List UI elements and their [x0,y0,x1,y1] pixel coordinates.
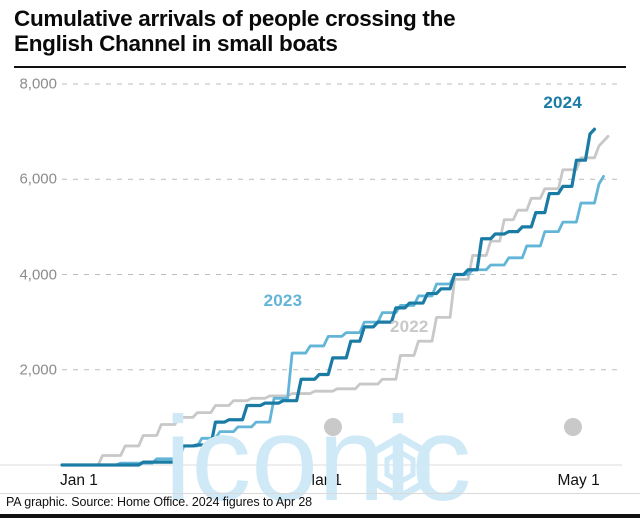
series-line-2023 [60,174,605,467]
series-label-2022: 2022 [389,316,429,336]
bottom-bar [0,514,640,518]
series-label-2024: 2024 [543,93,582,113]
y-tick-label: 8,000 [19,75,57,93]
series-line-2022 [60,134,610,467]
series-label-2023: 2023 [263,290,303,310]
x-tick-label: May 1 [557,472,600,489]
x-tick-label: Jan 1 [60,472,98,489]
plot-area [0,83,622,467]
x-tick-label: Mar 1 [302,472,342,489]
series-line-2024 [60,127,597,467]
y-tick-label: 2,000 [19,361,57,379]
y-axis-labels: 2,000 4,000 6,000 8,000 [0,0,57,500]
page-title: Cumulative arrivals of people crossing t… [14,6,456,56]
y-tick-label: 6,000 [19,170,57,188]
y-tick-label: 4,000 [19,266,57,283]
chart-canvas [0,83,622,467]
title-divider [14,66,626,68]
title-block: Cumulative arrivals of people crossing t… [14,6,614,56]
footer-divider [0,493,640,494]
source-note: PA graphic. Source: Home Office. 2024 fi… [6,495,313,509]
